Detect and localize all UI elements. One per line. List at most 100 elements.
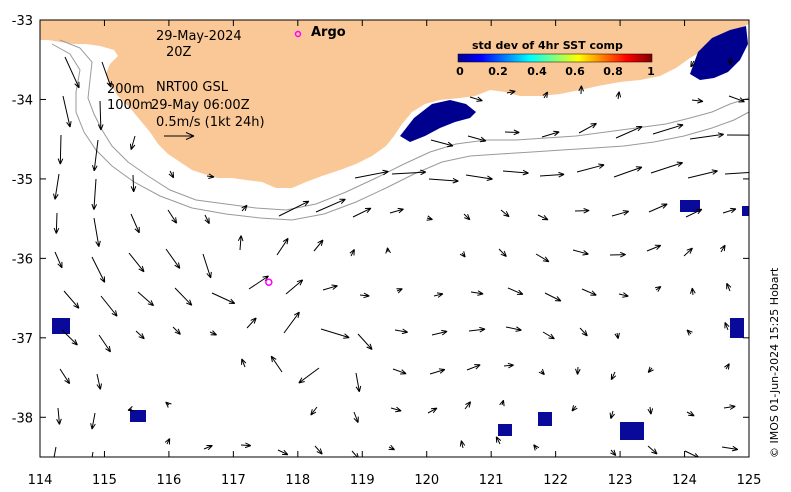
product-time-label: 29-May 06:00Z bbox=[151, 98, 250, 113]
current-arrow bbox=[390, 406, 402, 413]
current-arrow bbox=[459, 440, 466, 449]
current-arrow bbox=[354, 169, 389, 179]
x-tick-label: 114 bbox=[28, 473, 53, 488]
current-arrow bbox=[430, 139, 454, 148]
current-arrow bbox=[130, 213, 140, 234]
current-arrow bbox=[276, 237, 289, 256]
depth-1000-label: 1000m bbox=[107, 98, 153, 113]
current-arrow bbox=[285, 279, 304, 295]
colorbar-tick-4: 0.8 bbox=[603, 65, 623, 78]
current-arrow bbox=[728, 95, 745, 103]
depth-200-label: 200m bbox=[107, 82, 145, 97]
current-arrow bbox=[93, 217, 101, 247]
current-arrow bbox=[724, 322, 730, 331]
y-tick-label: -36 bbox=[12, 252, 33, 267]
current-arrow bbox=[507, 287, 524, 295]
current-arrow bbox=[576, 163, 605, 173]
colorbar-tick-0: 0 bbox=[456, 65, 464, 78]
current-arrow bbox=[357, 333, 373, 350]
current-arrow bbox=[723, 404, 736, 410]
current-arrow bbox=[167, 209, 178, 224]
current-arrow bbox=[53, 173, 60, 200]
current-arrow bbox=[467, 135, 487, 143]
current-arrow bbox=[572, 249, 589, 256]
x-tick-label: 125 bbox=[737, 473, 762, 488]
current-arrow bbox=[137, 291, 155, 307]
current-arrow bbox=[686, 329, 693, 336]
current-arrow bbox=[686, 410, 695, 417]
current-arrow bbox=[394, 328, 408, 335]
current-arrow bbox=[246, 317, 257, 329]
current-arrow bbox=[165, 401, 172, 408]
argo-label: Argo bbox=[311, 25, 346, 40]
y-tick-label: -38 bbox=[12, 411, 33, 426]
current-arrow bbox=[315, 198, 346, 213]
colorbar-tick-2: 0.4 bbox=[527, 65, 547, 78]
current-arrow bbox=[535, 253, 550, 263]
current-arrow bbox=[98, 334, 111, 353]
current-arrow bbox=[575, 366, 581, 375]
current-arrow bbox=[209, 330, 217, 336]
current-arrow bbox=[724, 172, 749, 175]
argo-float-marker bbox=[265, 278, 273, 286]
current-arrow bbox=[431, 329, 448, 336]
current-arrow bbox=[464, 401, 472, 410]
current-arrow bbox=[724, 363, 730, 370]
x-tick-label: 119 bbox=[350, 473, 375, 488]
current-arrow bbox=[538, 368, 545, 376]
colorbar-title: std dev of 4hr SST comp bbox=[472, 39, 623, 52]
current-arrow bbox=[62, 95, 72, 128]
x-axis-labels: 114 115 116 117 118 119 120 121 122 123 124 125 bbox=[28, 473, 762, 488]
current-arrow bbox=[500, 209, 510, 218]
current-arrow bbox=[277, 449, 289, 456]
current-arrow bbox=[428, 177, 459, 184]
current-arrow bbox=[726, 282, 732, 292]
current-arrow bbox=[609, 410, 615, 420]
current-arrow bbox=[427, 407, 438, 414]
date-label: 29-May-2024 bbox=[156, 29, 242, 44]
current-arrow bbox=[541, 130, 560, 138]
contour-1000m bbox=[51, 43, 749, 221]
current-arrow bbox=[463, 213, 471, 221]
x-tick-label: 116 bbox=[156, 473, 181, 488]
current-arrow bbox=[465, 174, 493, 181]
current-arrow bbox=[97, 100, 104, 131]
x-tick-label: 122 bbox=[543, 473, 568, 488]
x-tick-label: 118 bbox=[285, 473, 310, 488]
current-arrow bbox=[539, 171, 565, 178]
current-arrow bbox=[647, 445, 658, 455]
current-arrow bbox=[615, 126, 643, 139]
current-arrow bbox=[130, 174, 137, 193]
current-arrow bbox=[615, 91, 622, 100]
current-arrow bbox=[353, 411, 359, 423]
current-arrow bbox=[128, 252, 145, 273]
current-arrow bbox=[470, 290, 484, 296]
current-arrow bbox=[466, 364, 481, 371]
current-arrow bbox=[96, 373, 102, 390]
y-tick-label: -34 bbox=[12, 93, 33, 108]
current-arrow bbox=[91, 256, 106, 283]
current-arrow bbox=[164, 438, 171, 445]
current-arrow bbox=[469, 96, 483, 102]
y-tick-label: -35 bbox=[12, 173, 33, 188]
current-arrow bbox=[355, 372, 362, 393]
current-arrow bbox=[359, 292, 370, 299]
current-arrow bbox=[391, 169, 427, 176]
time-label: 20Z bbox=[166, 45, 192, 60]
current-arrow bbox=[278, 200, 310, 217]
credit-text: © IMOS 01-Jun-2024 15:25 Hobart bbox=[768, 267, 781, 458]
current-arrow bbox=[614, 332, 620, 339]
current-arrow bbox=[618, 292, 629, 298]
current-arrow bbox=[652, 123, 684, 135]
current-arrow bbox=[392, 368, 407, 375]
current-arrow bbox=[683, 247, 693, 257]
colorbar-tick-5: 1 bbox=[647, 65, 655, 78]
current-arrow bbox=[90, 412, 96, 430]
current-arrow bbox=[57, 134, 64, 165]
current-arrow bbox=[53, 212, 60, 234]
current-arrow bbox=[54, 251, 63, 269]
current-arrow bbox=[611, 210, 630, 217]
current-arrow bbox=[574, 208, 590, 214]
current-arrow bbox=[726, 134, 749, 136]
